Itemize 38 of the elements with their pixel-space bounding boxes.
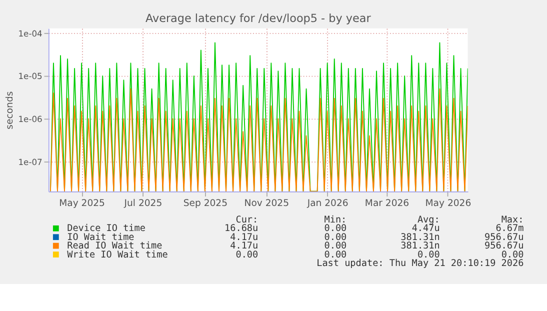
text: 0.00 — [324, 240, 347, 252]
x-tick-label: May 2025 — [59, 198, 106, 209]
y-tick-label: 1e-05 — [18, 71, 42, 82]
text: 4.47u — [412, 223, 440, 234]
text: 0.00 — [324, 249, 347, 260]
legend-label: IO Wait time — [67, 232, 135, 243]
text: Min: — [324, 214, 347, 226]
x-tick-label: Jul 2025 — [123, 198, 162, 209]
x-tick-label: Mar 2026 — [364, 198, 410, 209]
text: Last update: Thu May 21 20:10:19 2026 — [316, 258, 524, 270]
x-tick-label: Sep 2025 — [183, 198, 228, 209]
chart-title: Average latency for /dev/loop5 - by year — [145, 12, 372, 25]
text: Avg: — [417, 214, 440, 226]
text: 381.31n — [400, 232, 440, 243]
y-axis-title: seconds — [4, 91, 16, 130]
y-tick-label: 1e-07 — [18, 156, 42, 167]
x-tick-label: May 2026 — [425, 198, 472, 209]
text: 956.67u — [484, 232, 524, 243]
text: Cur: — [236, 214, 258, 226]
x-tick-label: Nov 2025 — [244, 198, 290, 209]
legend-label: Read IO Wait time — [67, 240, 163, 252]
text: 0.00 — [501, 249, 524, 260]
text: Max: — [501, 214, 524, 226]
legend-label: Device IO time — [67, 223, 146, 234]
text: 0.00 — [324, 232, 347, 243]
text: 0.00 — [324, 223, 347, 234]
text: 0.00 — [236, 249, 258, 260]
legend-label: Write IO Wait time — [67, 249, 168, 260]
text: 16.68u — [224, 223, 258, 234]
text: 4.17u — [230, 240, 258, 252]
text: 956.67u — [484, 240, 524, 252]
y-tick-label: 1e-04 — [18, 28, 42, 38]
text: 6.67m — [496, 223, 524, 234]
x-tick-label: Jan 2026 — [306, 198, 348, 209]
text: 0.00 — [417, 249, 440, 260]
text: 381.31n — [400, 240, 440, 252]
y-tick-label: 1e-06 — [18, 114, 42, 124]
text: 4.17u — [230, 232, 258, 243]
